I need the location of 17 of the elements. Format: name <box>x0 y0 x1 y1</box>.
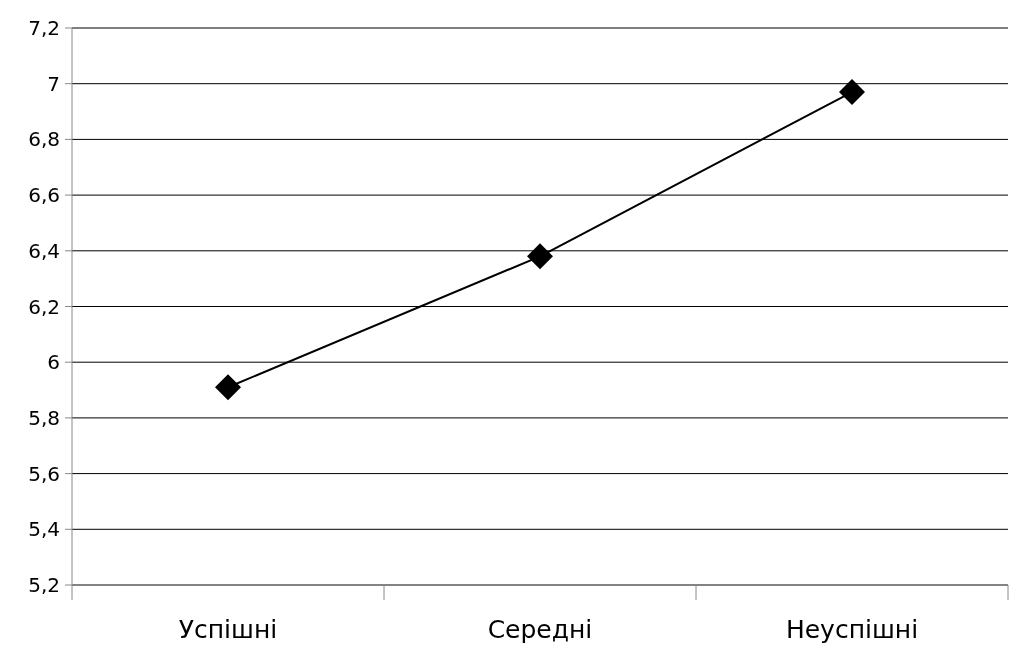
x-tick-label: Неуспішні <box>785 615 919 644</box>
y-tick-label: 6,2 <box>28 294 60 319</box>
y-tick-label: 5,6 <box>28 461 60 486</box>
x-tick-label: Успішні <box>178 615 278 644</box>
y-tick-label: 6,6 <box>28 183 60 208</box>
y-tick-label: 5,2 <box>28 573 60 597</box>
point <box>839 79 865 106</box>
x-tick-label: Середні <box>487 615 593 644</box>
point <box>527 243 553 270</box>
y-tick-label: 5,8 <box>28 405 60 430</box>
y-tick-label: 6,4 <box>28 238 60 263</box>
y-tick-label: 7,2 <box>28 16 60 40</box>
point <box>215 374 241 401</box>
y-tick-label: 6,8 <box>28 127 60 152</box>
y-tick-label: 5,4 <box>28 517 60 542</box>
y-tick-label: 7 <box>47 71 60 96</box>
y-tick-label: 6 <box>47 350 60 375</box>
